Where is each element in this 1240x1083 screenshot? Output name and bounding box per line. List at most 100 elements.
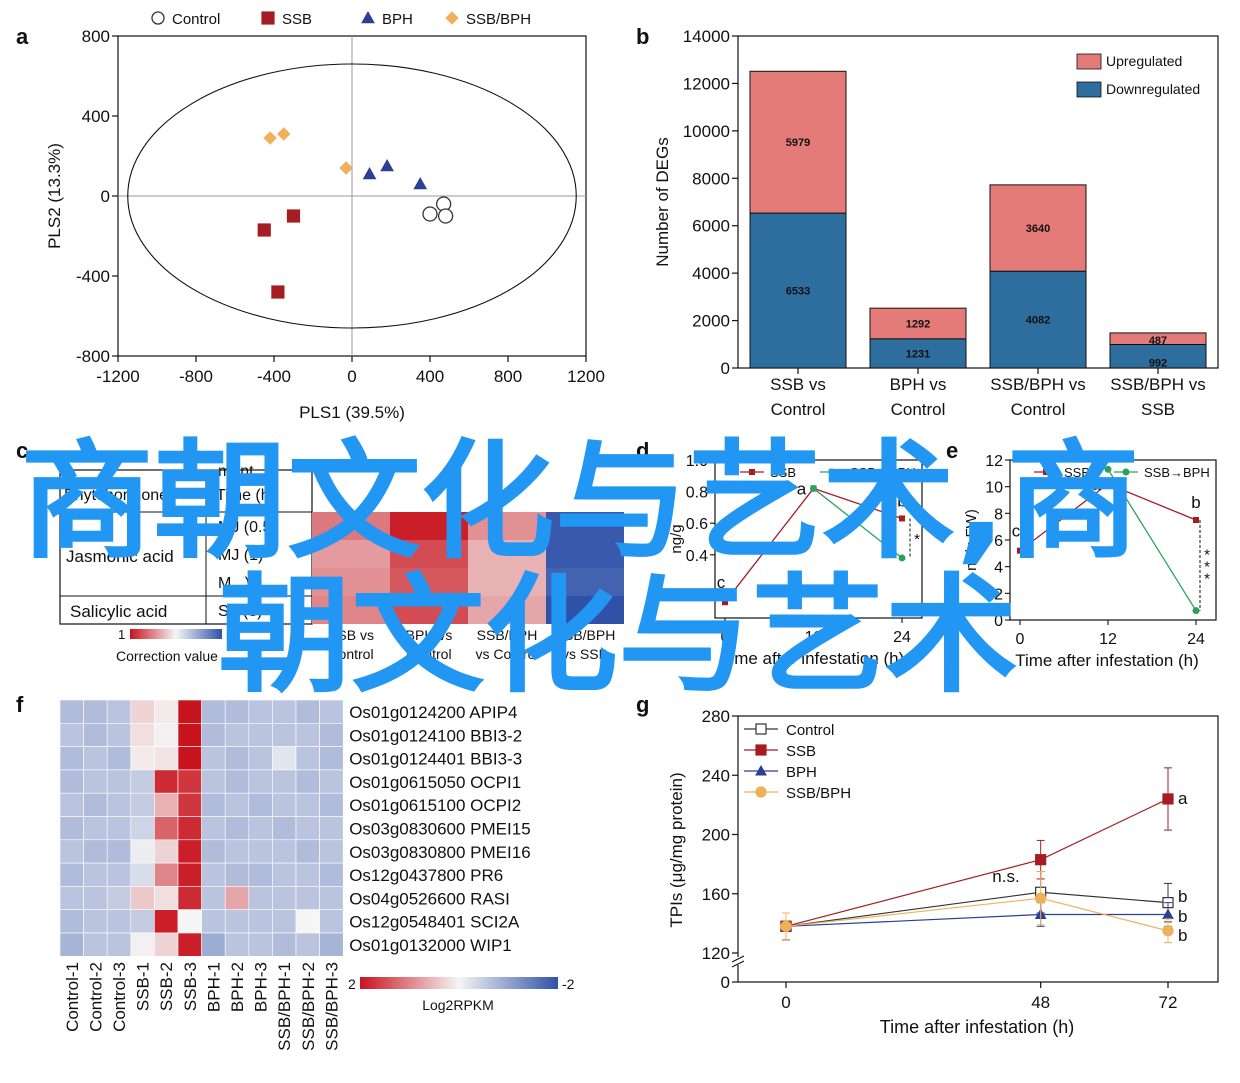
column-label-f: Control-1 — [63, 962, 82, 1032]
data-point-a — [437, 208, 454, 224]
heatmap-cell-c — [546, 596, 624, 624]
data-point-g — [1035, 854, 1047, 866]
x-tick-label-d: 12 — [805, 629, 823, 646]
x-tick-label-a: -1200 — [96, 367, 139, 386]
legend-marker-g — [755, 744, 767, 756]
heatmap-cell-f — [272, 816, 297, 841]
heatmap-cell-f — [201, 816, 226, 841]
x-axis-label-a: PLS1 (39.5%) — [299, 403, 405, 422]
heatmap-cell-f — [224, 909, 250, 934]
heatmap-cell-f — [106, 816, 132, 841]
heatmap-cell-f — [248, 932, 273, 957]
heatmap-cell-f — [295, 722, 320, 747]
column-label-f: SSB/BPH-3 — [322, 962, 341, 1051]
heatmap-cell-f — [201, 932, 226, 957]
legend-marker-d — [828, 468, 836, 476]
gene-label-f: Os01g0615100 OCPI2 — [349, 796, 521, 815]
panel-label-c: c — [16, 438, 28, 463]
column-label-c: Control — [406, 646, 451, 662]
heatmap-cell-f — [106, 792, 132, 817]
column-label-f: SSB-3 — [181, 962, 200, 1011]
point-label-e: c — [1012, 522, 1021, 541]
heatmap-cell-f — [130, 909, 155, 934]
heatmap-cell-f — [224, 862, 250, 887]
heatmap-cell-f — [272, 746, 297, 771]
heatmap-cell-f — [83, 746, 108, 771]
x-tick-label-a: 1200 — [567, 367, 605, 386]
heatmap-cell-f — [224, 746, 250, 771]
column-label-c: BPH vs — [406, 627, 453, 643]
legend-label-g: Control — [786, 722, 834, 739]
heatmap-cell-f — [83, 932, 108, 957]
heatmap-cell-c — [468, 540, 546, 568]
heatmap-cell-f — [130, 816, 155, 841]
y-tick-label-a: -800 — [76, 347, 110, 366]
x-tick-label-b: SSB — [1141, 400, 1175, 419]
watermark-line-2: 朝文化与艺术 — [218, 562, 1018, 711]
heatmap-cell-f — [177, 909, 202, 934]
legend-label-e: SSB→BPH — [1144, 465, 1210, 480]
y-tick-label-d: 0.8 — [686, 485, 708, 502]
point-label-d: c — [717, 573, 726, 592]
y-tick-label-a: 0 — [101, 187, 110, 206]
bar-upregulated — [1109, 332, 1207, 345]
heatmap-cell-f — [295, 792, 320, 817]
heatmap-cell-f — [177, 839, 202, 864]
bar-value-label-down: 992 — [1149, 357, 1167, 369]
heatmap-cell-f — [295, 769, 320, 794]
heatmap-cell-f — [106, 932, 132, 957]
gene-label-f: Os12g0548401 SCI2A — [349, 913, 520, 932]
data-point-a — [277, 127, 291, 141]
x-tick-label-a: 0 — [347, 367, 356, 386]
heatmap-cell-f — [319, 886, 344, 911]
heatmap-cell-f — [201, 909, 226, 934]
bar-value-label-up: 3640 — [1026, 223, 1050, 235]
heatmap-cell-f — [201, 862, 226, 887]
x-tick-label-e: 0 — [1016, 631, 1025, 648]
y-axis-label-e: ng/g FW) — [963, 509, 980, 571]
heatmap-cell-f — [224, 816, 250, 841]
legend-marker-a — [445, 11, 459, 25]
x-tick-label-b: SSB/BPH vs — [1110, 375, 1205, 394]
x-tick-label-a: 400 — [416, 367, 444, 386]
annotation-g: a — [1178, 789, 1188, 808]
annotation-g: b — [1178, 907, 1187, 926]
heatmap-cell-f — [59, 932, 84, 957]
bar-downregulated — [749, 212, 847, 369]
legend-label-a: Control — [172, 11, 220, 28]
heatmap-cell-f — [201, 792, 226, 817]
data-point-a — [339, 161, 353, 175]
y-axis-label-g: TPIs (μg/mg protein) — [667, 772, 686, 927]
legend-label-b: Upregulated — [1106, 53, 1182, 69]
heatmap-cell-f — [177, 862, 202, 887]
heatmap-cell-f — [83, 769, 108, 794]
plot-frame-d — [714, 459, 923, 619]
heatmap-cell-f — [83, 792, 108, 817]
heatmap-cell-f — [224, 769, 250, 794]
y-tick-label-a: -400 — [76, 267, 110, 286]
y-tick-label-b: 10000 — [683, 122, 730, 141]
data-point-e — [1017, 547, 1023, 554]
heatmap-cell-f — [106, 722, 132, 747]
heatmap-cell-c — [390, 540, 468, 568]
gene-label-f: Os01g0124100 BBI3-2 — [349, 726, 522, 745]
heatmap-cell-f — [106, 909, 132, 934]
bar-value-label-up: 487 — [1149, 335, 1167, 347]
gene-label-f: Os03g0830800 PMEI16 — [349, 843, 530, 862]
gene-label-f: Os12g0437800 PR6 — [349, 866, 503, 885]
annotation-g: n.s. — [992, 867, 1019, 886]
data-point-a — [257, 223, 271, 237]
data-point-g — [1162, 925, 1174, 937]
heatmap-cell-f — [201, 722, 226, 747]
heatmap-cell-f — [83, 816, 108, 841]
significance-mark-e: * — [1204, 570, 1210, 587]
heatmap-cell-f — [83, 862, 108, 887]
x-tick-label-b: BPH vs — [890, 375, 947, 394]
heatmap-cell-f — [319, 862, 344, 887]
data-point-a — [286, 209, 301, 223]
heatmap-cell-f — [154, 699, 179, 724]
heatmap-cell-f — [224, 722, 250, 747]
legend-label-a: SSB — [282, 11, 312, 28]
heatmap-cell-f — [130, 699, 155, 724]
